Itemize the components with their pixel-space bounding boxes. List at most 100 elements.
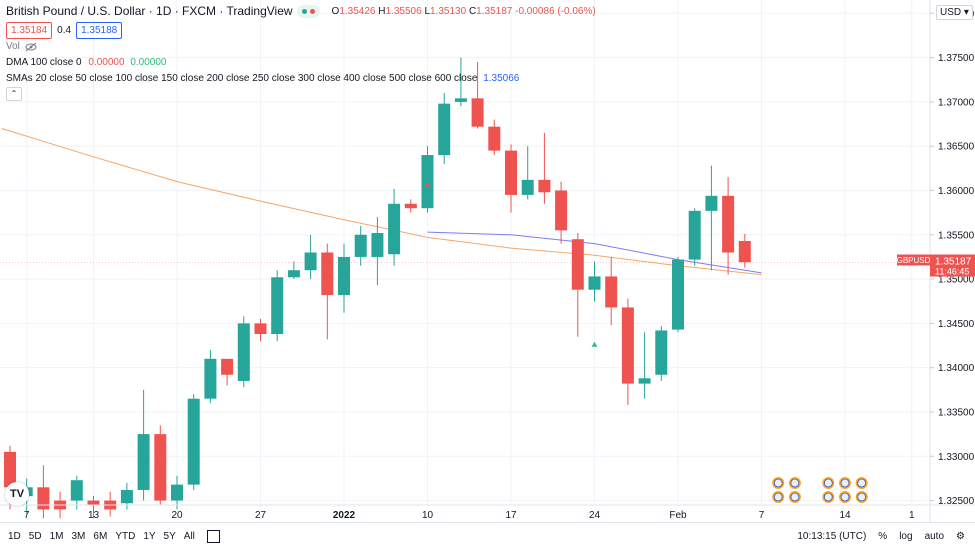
eye-hidden-icon[interactable] (25, 42, 37, 52)
candle (204, 349, 217, 404)
symbol-tag-label: GBPUSD (897, 256, 931, 265)
tradingview-logo[interactable]: TV (5, 482, 29, 506)
collapse-legend-button[interactable]: ⌃ (6, 87, 22, 101)
event-flag (823, 478, 833, 488)
price-tag-countdown: 11:46:45 (935, 267, 969, 277)
y-tick-label: 1.34000 (938, 363, 975, 374)
log-toggle[interactable]: log (899, 530, 913, 542)
x-tick-label: 27 (255, 510, 267, 521)
candle (154, 425, 167, 505)
candle (371, 217, 384, 286)
range-buttons: 1D 5D 1M 3M 6M YTD 1Y 5Y All (4, 529, 199, 544)
event-flag (773, 492, 783, 502)
dma-value-1: 0.00000 (88, 57, 125, 68)
candle-body (505, 150, 517, 195)
range-button[interactable]: 5D (28, 530, 42, 542)
candle-body (4, 451, 16, 488)
candle-body (555, 190, 568, 231)
volume-indicator[interactable]: Vol (6, 41, 37, 52)
chevron-down-icon: ▾ (963, 7, 969, 18)
candle (304, 234, 317, 280)
range-button[interactable]: 1D (8, 530, 21, 542)
candle-body (154, 434, 167, 501)
range-button[interactable]: 1Y (143, 530, 156, 542)
event-flag (823, 492, 833, 502)
event-flag (790, 478, 800, 488)
sma-value: 1.35066 (483, 73, 520, 84)
market-status-badge[interactable] (296, 4, 320, 18)
candle (321, 243, 334, 340)
candle-body (638, 378, 651, 384)
symbol-title[interactable]: British Pound / U.S. Dollar · 1D · FXCM … (6, 4, 293, 18)
candle-body (137, 434, 150, 490)
dma-legend[interactable]: DMA 100 close 0 0.00000 0.00000 (6, 57, 166, 68)
y-tick-label: 1.33000 (938, 452, 975, 463)
bid-ask-panel: 1.35184 0.4 1.35188 (6, 22, 123, 39)
sma-legend[interactable]: SMAs 20 close 50 close 100 close 150 clo… (6, 73, 519, 84)
range-button[interactable]: All (183, 530, 195, 542)
currency-selector[interactable]: USD ▾ (936, 5, 973, 20)
candle-body (538, 179, 551, 193)
candle-body (471, 98, 484, 127)
candle (404, 199, 417, 213)
candle-body (571, 239, 584, 290)
candle-body (338, 256, 350, 296)
chevron-up-icon: ⌃ (10, 89, 18, 98)
x-tick-label: 1 (909, 510, 915, 521)
candle (187, 394, 200, 490)
candle-body (672, 259, 684, 330)
x-tick-label: 2022 (333, 510, 356, 521)
candle-body (187, 398, 200, 485)
range-button[interactable]: 5Y (163, 530, 176, 542)
event-flag-icon (822, 491, 835, 503)
candle-body (371, 233, 384, 257)
candle-body (655, 330, 668, 375)
symbol-tag-bg (897, 254, 930, 266)
candle-body (722, 195, 735, 253)
candle-body (454, 98, 467, 102)
spread-value: 0.4 (57, 25, 72, 36)
tv-logo-icon: TV (9, 488, 25, 500)
event-flag-icon (839, 477, 851, 489)
candle-body (688, 210, 701, 260)
x-tick-label: 17 (505, 510, 517, 521)
candle-body (70, 480, 83, 501)
status-dot-icon (301, 8, 307, 14)
range-button[interactable]: 6M (93, 530, 108, 542)
candle (237, 316, 250, 388)
event-flag-icon (772, 477, 785, 489)
candle-body (404, 203, 417, 209)
gear-icon[interactable]: ⚙ (956, 530, 965, 542)
candle-body (87, 500, 100, 505)
price-chart[interactable]: 1.32500 1.33000 1.33500 1.34000 1.34500 1.350… (0, 0, 975, 522)
range-button[interactable]: 3M (71, 530, 86, 542)
candle-body (621, 307, 634, 384)
candle (688, 208, 701, 266)
sell-price-button[interactable]: 1.35184 (6, 22, 53, 39)
event-flag-icon (839, 491, 851, 503)
range-button[interactable]: YTD (115, 530, 136, 542)
x-tick-label: 24 (589, 510, 601, 521)
y-tick-label: 1.36500 (938, 142, 975, 153)
calendar-icon[interactable] (206, 529, 220, 543)
sell-signal-marker (424, 183, 431, 189)
buy-price-button[interactable]: 1.35188 (76, 22, 123, 39)
candle (722, 177, 735, 275)
y-tick-label: 1.35000 (938, 275, 975, 286)
candle (471, 62, 484, 129)
auto-toggle[interactable]: auto (924, 530, 945, 542)
candle-body (488, 126, 501, 151)
candle (672, 256, 684, 333)
candles (4, 57, 751, 519)
x-tick-label: 7 (759, 510, 765, 521)
price-tag-bg (930, 254, 975, 277)
candle-body (388, 203, 401, 255)
event-flag-icon (855, 477, 868, 489)
percent-toggle[interactable]: % (878, 530, 888, 542)
range-button[interactable]: 1M (49, 530, 64, 542)
sma-label: SMAs 20 close 50 close 100 close 150 clo… (6, 73, 478, 84)
event-flag (840, 478, 850, 488)
time-axis: 7 13 20 27 2022 10 17 24 Feb 7 14 1 (0, 504, 975, 521)
clock-time[interactable]: 10:13:15 (UTC) (797, 530, 867, 542)
candle (421, 146, 434, 213)
